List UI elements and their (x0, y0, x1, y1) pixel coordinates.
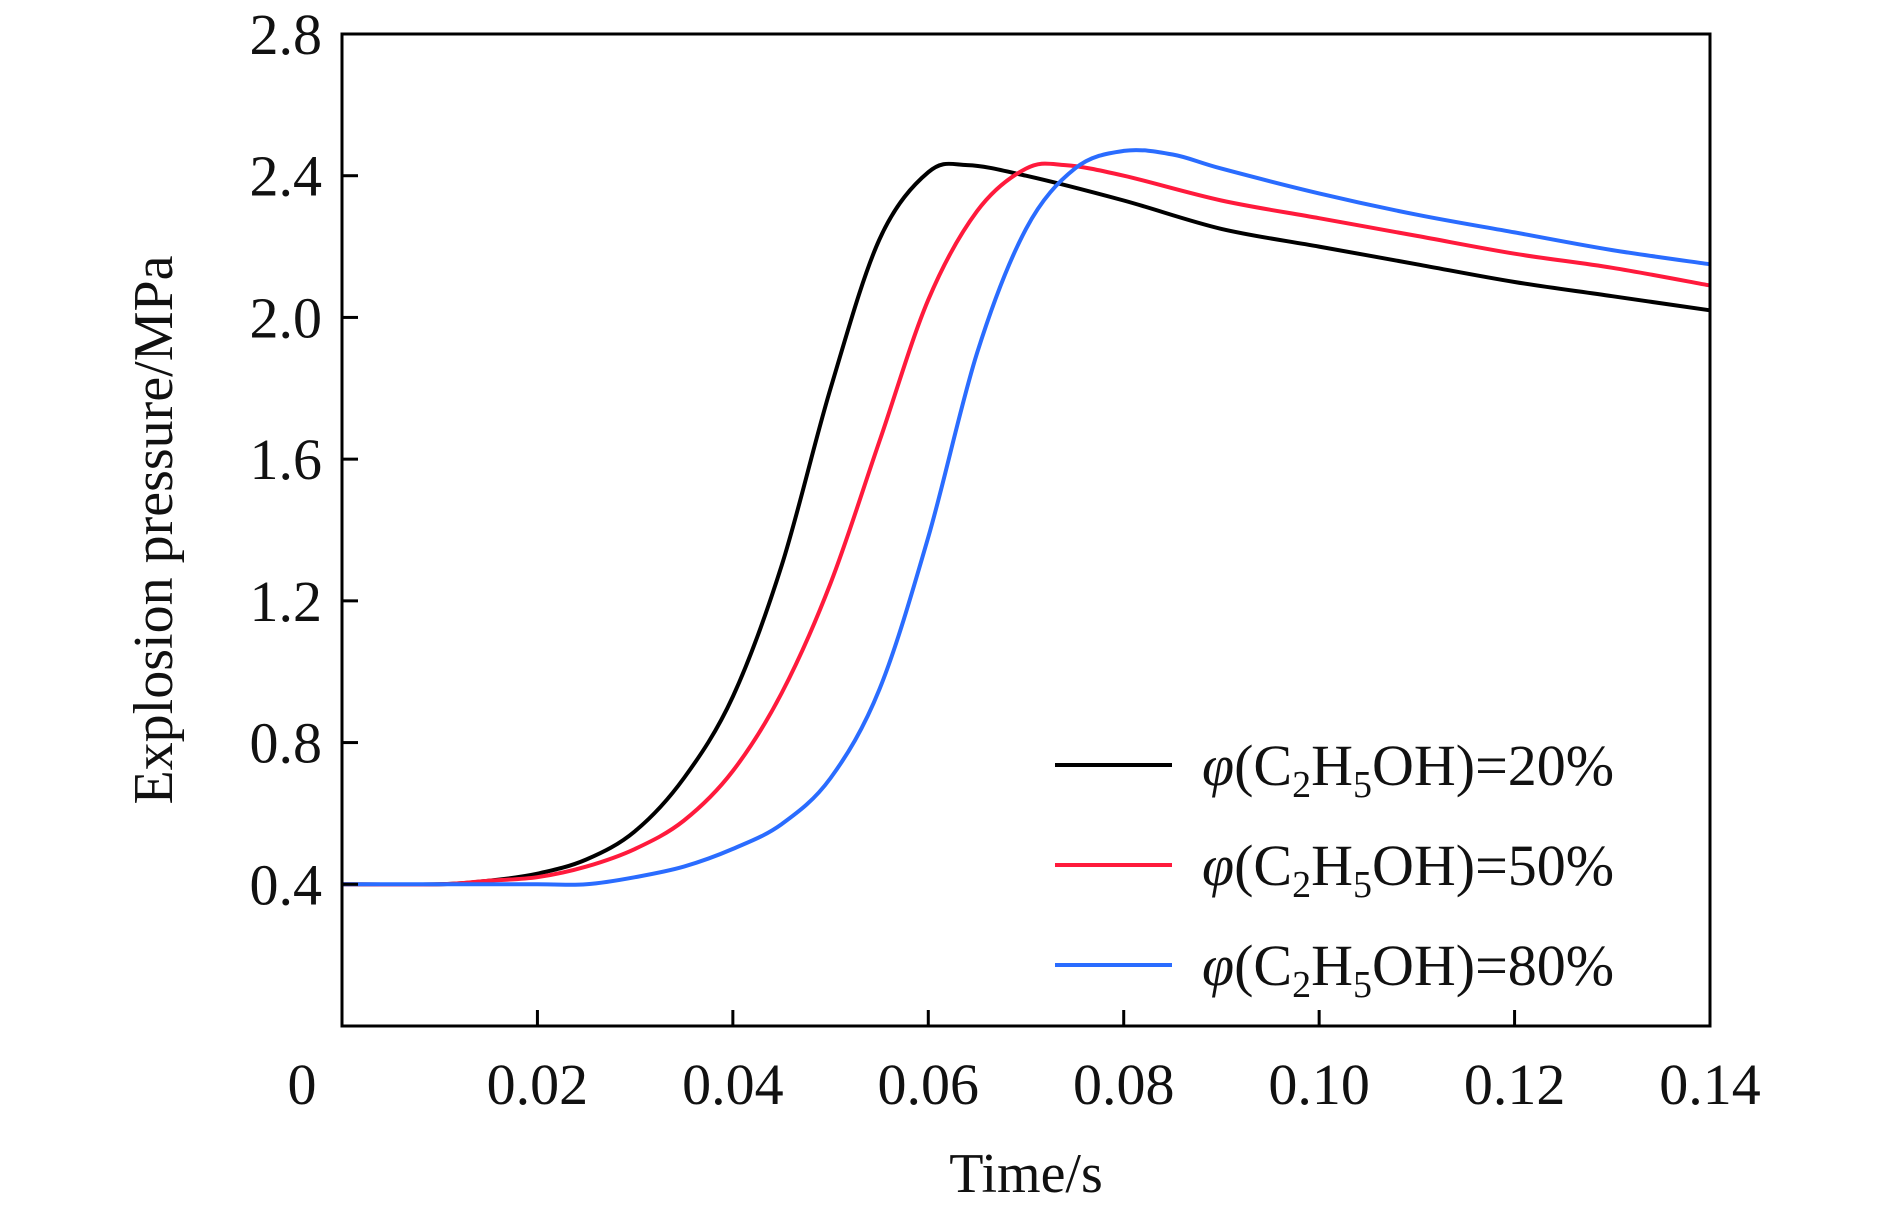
x-tick-label: 0.02 (487, 1052, 589, 1117)
x-tick-label: 0.10 (1268, 1052, 1370, 1117)
x-tick-label: 0.04 (682, 1052, 784, 1117)
legend: φ(C2H5OH)=20% φ(C2H5OH)=50% φ(C2H5OH)=80% (1055, 733, 1614, 1006)
x-tick-label: 0.08 (1073, 1052, 1175, 1117)
plot-frame (340, 32, 1712, 1028)
x-tick-label: 0.12 (1464, 1052, 1566, 1117)
axis-ticks (342, 32, 1712, 1026)
origin-label: 0 (288, 1052, 317, 1117)
y-axis-label: Explosion pressure/MPa (123, 255, 185, 804)
plot-lines (341, 148, 1711, 887)
axis-tick-labels: 0.02 0.04 0.06 0.08 0.10 0.12 0.14 0 0.4 0.8 1.2 1.… (250, 2, 1761, 1117)
legend-label: φ(C2H5OH)=50% (1202, 833, 1614, 906)
x-tick-label: 0.14 (1659, 1052, 1761, 1117)
series-line (341, 161, 1711, 887)
y-tick-label: 2.4 (250, 144, 323, 209)
y-tick-label: 1.6 (250, 427, 323, 492)
y-tick-label: 2.8 (250, 2, 323, 67)
x-axis-label: Time/s (949, 1143, 1103, 1205)
series-line (341, 161, 1711, 887)
y-tick-label: 2.0 (250, 285, 323, 350)
y-tick-label: 0.8 (250, 711, 323, 776)
y-tick-label: 1.2 (250, 569, 323, 634)
series-line (342, 148, 1711, 887)
legend-label: φ(C2H5OH)=20% (1202, 733, 1614, 806)
legend-label: φ(C2H5OH)=80% (1202, 933, 1614, 1006)
x-tick-label: 0.06 (878, 1052, 980, 1117)
y-tick-label: 0.4 (250, 852, 323, 917)
